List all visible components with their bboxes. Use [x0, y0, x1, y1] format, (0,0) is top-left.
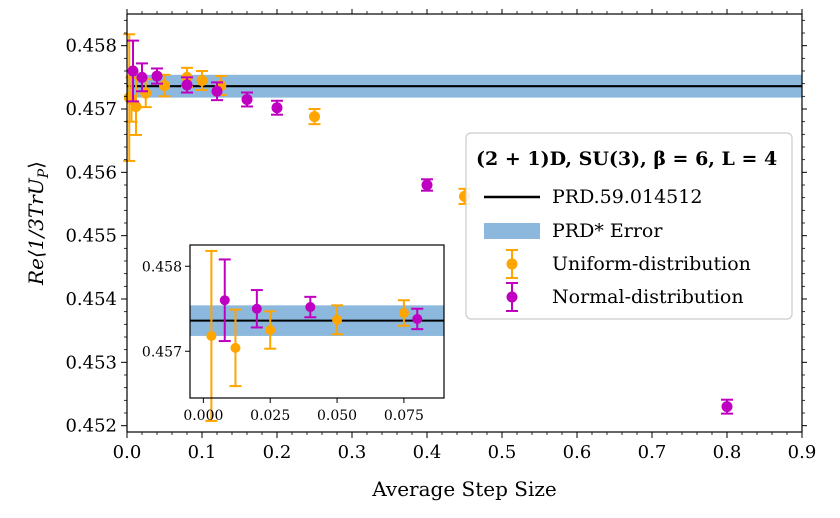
- y-tick-label-3: 0.455: [65, 226, 117, 247]
- inset-uniform-point-3: [332, 314, 343, 325]
- x-tick-label-1: 0.1: [188, 442, 217, 463]
- uniform-point-6: [196, 75, 208, 86]
- normal-point-6: [271, 102, 283, 114]
- y-axis-label: Re⟨1/3TrUP⟩: [24, 161, 52, 286]
- normal-point-0: [127, 65, 139, 77]
- inset-uniform-point-1: [230, 342, 241, 353]
- normal-point-4: [211, 85, 223, 97]
- inset-y-tick-label-0: 0.457: [142, 344, 182, 360]
- y-tick-label-4: 0.456: [65, 162, 117, 183]
- inset-x-tick-label-3: 0.075: [384, 408, 424, 424]
- y-tick-label-6: 0.458: [65, 36, 117, 57]
- legend-handle-error-band: [484, 223, 540, 239]
- x-tick-label-0: 0.0: [113, 442, 142, 463]
- normal-point-5: [241, 94, 253, 105]
- inset-normal-point-2: [305, 302, 316, 313]
- y-tick-label-1: 0.453: [65, 352, 117, 373]
- inset-normal-point-3: [412, 313, 423, 324]
- x-tick-label-8: 0.8: [713, 442, 742, 463]
- legend-title: (2 + 1)D, SU(3), β = 6, L = 4: [476, 148, 777, 170]
- x-axis-label: Average Step Size: [371, 477, 556, 501]
- legend-box: [465, 132, 793, 320]
- x-tick-label-5: 0.5: [488, 442, 517, 463]
- legend-handle-marker-0: [506, 258, 518, 270]
- inset-normal-point-1: [251, 303, 262, 314]
- x-tick-label-4: 0.4: [413, 442, 442, 463]
- x-tick-label-3: 0.3: [338, 442, 367, 463]
- uniform-point-8: [309, 111, 320, 123]
- x-tick-label-6: 0.6: [563, 442, 592, 463]
- x-tick-label-2: 0.2: [263, 442, 292, 463]
- normal-point-7: [421, 179, 433, 191]
- inset-plot: 0.000 0.025 0.050 0.075 0.457 0.458: [142, 244, 445, 424]
- inset-x-tick-label-0: 0.000: [183, 408, 223, 424]
- legend-label-error-band: PRD* Error: [552, 220, 663, 242]
- normal-point-3: [181, 79, 193, 91]
- y-tick-label-5: 0.457: [65, 99, 117, 120]
- inset-x-tick-label-2: 0.050: [317, 408, 357, 424]
- inset-y-tick-label-1: 0.458: [142, 259, 182, 275]
- normal-point-1: [136, 71, 148, 83]
- inset-x-tick-label-1: 0.025: [250, 408, 290, 424]
- inset-normal-point-0: [219, 295, 230, 306]
- y-tick-label-2: 0.454: [65, 289, 117, 310]
- legend-label-series-0: Uniform-distribution: [552, 253, 751, 275]
- legend-label-series-1: Normal-distribution: [552, 286, 744, 308]
- legend-label-reference: PRD.59.014512: [552, 186, 702, 208]
- inset-uniform-point-4: [398, 308, 409, 318]
- inset-frame: [189, 244, 445, 399]
- inset-uniform-point-2: [265, 325, 276, 335]
- legend-handle-marker-1: [506, 291, 518, 303]
- uniform-point-2: [130, 100, 142, 112]
- normal-point-8: [721, 401, 733, 413]
- y-tick-label-0: 0.452: [65, 416, 117, 437]
- inset-uniform-point-0: [206, 330, 217, 341]
- normal-point-2: [151, 70, 163, 82]
- x-tick-label-7: 0.7: [638, 442, 667, 463]
- legend: (2 + 1)D, SU(3), β = 6, L = 4 PRD.59.0145…: [465, 132, 793, 320]
- uniform-point-4: [159, 80, 170, 92]
- x-tick-label-9: 0.9: [788, 442, 817, 463]
